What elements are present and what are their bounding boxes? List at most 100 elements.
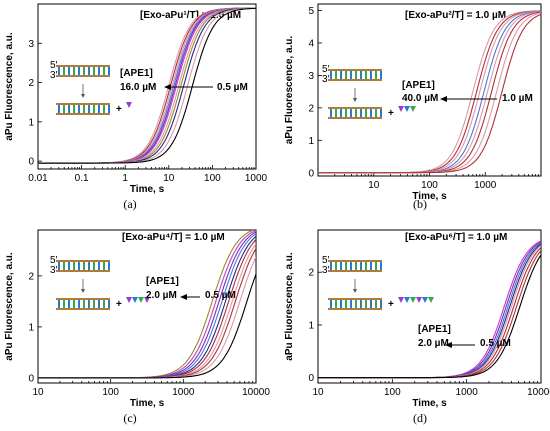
base-pair: [360, 71, 362, 79]
released-nucleotide-icon: [422, 297, 428, 303]
series-line: [318, 254, 541, 379]
annotation-high-value: 40.0 µM: [402, 93, 438, 104]
base-pair: [360, 300, 362, 308]
x-tick-label: 10: [368, 180, 380, 191]
annotation-high-value: 2.0 µM: [146, 290, 177, 301]
base-pair: [103, 300, 105, 308]
plus-sign: +: [116, 299, 122, 310]
base-pair: [103, 67, 105, 75]
base-pair: [330, 109, 332, 117]
base-pair: [370, 109, 372, 117]
base-pair: [335, 109, 337, 117]
base-pair: [365, 300, 367, 308]
base-pair: [103, 262, 105, 270]
annotation-arrowhead: [445, 342, 452, 348]
series-line: [318, 10, 541, 174]
base-pair: [58, 300, 60, 308]
base-pair: [98, 262, 100, 270]
released-nucleotide-icon: [138, 297, 144, 303]
base-pair: [63, 67, 65, 75]
released-nucleotide-icon: [404, 297, 410, 303]
chart-title: [Exo-aPu⁴/T] = 1.0 µM: [122, 232, 225, 243]
base-pair: [68, 67, 70, 75]
strand-end-label: 5′: [50, 60, 58, 71]
reaction-arrowhead: [81, 94, 85, 98]
reaction-arrowhead: [353, 289, 357, 293]
base-pair: [78, 300, 80, 308]
base-pair: [355, 109, 357, 117]
base-pair: [330, 71, 332, 79]
y-tick-label: 0: [308, 373, 314, 384]
released-nucleotide-icon: [410, 106, 416, 112]
base-pair: [375, 262, 377, 270]
base-pair: [88, 67, 90, 75]
x-tick-label: 1000: [245, 173, 268, 184]
plus-sign: +: [388, 108, 394, 119]
base-pair: [78, 105, 80, 113]
released-nucleotide-icon: [132, 297, 138, 303]
base-pair: [88, 105, 90, 113]
x-tick-label: 100: [384, 387, 401, 398]
series-line: [318, 10, 541, 174]
y-axis-label: aPu Fluorescence, a.u.: [4, 32, 15, 141]
plot-frame: [37, 3, 257, 170]
base-pair: [93, 67, 95, 75]
x-tick-label: 100: [102, 387, 119, 398]
x-tick-label: 10000: [527, 387, 550, 398]
base-pair: [58, 262, 60, 270]
base-pair: [355, 262, 357, 270]
x-tick-label: 10: [163, 173, 175, 184]
base-pair: [350, 71, 352, 79]
chart-panel-c: 10 100 1000 10000 0 1 2 Time, s aPu Fluorescence…: [4, 229, 270, 425]
base-pair: [98, 105, 100, 113]
base-pair: [370, 300, 372, 308]
released-nucleotide-icon: [428, 297, 434, 303]
annotation-low-value: 0.5 µM: [205, 290, 236, 301]
base-pair: [58, 67, 60, 75]
base-pair: [350, 109, 352, 117]
base-pair: [350, 300, 352, 308]
series-group: [318, 240, 541, 379]
base-pair: [380, 300, 382, 308]
base-pair: [63, 105, 65, 113]
base-pair: [340, 71, 342, 79]
dna-duplex-icon: 5′3′ +: [50, 255, 150, 310]
x-tick-label: 0.1: [75, 173, 89, 184]
released-nucleotide-icon: [398, 106, 404, 112]
base-pair: [73, 262, 75, 270]
x-tick-label: 1000: [474, 180, 497, 191]
strand-end-label: 5′: [50, 255, 58, 266]
base-pair: [78, 262, 80, 270]
strand-end-label: 3′: [50, 265, 58, 276]
base-pair: [370, 71, 372, 79]
base-pair: [88, 262, 90, 270]
annotation-label: [APE1]: [402, 80, 435, 91]
panel-label: (c): [123, 411, 136, 425]
x-axis-label: Time, s: [412, 398, 447, 409]
annotation-low-value: 0.5 µM: [217, 82, 248, 93]
released-nucleotide-icon: [126, 102, 132, 108]
y-tick-label: 2: [28, 271, 34, 282]
dna-duplex-icon: 5′3′ +: [322, 64, 416, 119]
y-tick-label: 1: [308, 136, 314, 147]
base-pair: [73, 67, 75, 75]
x-tick-label: 100: [421, 180, 438, 191]
chart-title: [Exo-aPu¹/T] = 1.0 µM: [140, 10, 241, 21]
base-pair: [335, 300, 337, 308]
base-pair: [345, 109, 347, 117]
series-line: [38, 243, 256, 379]
base-pair: [103, 105, 105, 113]
base-pair: [83, 105, 85, 113]
base-pair: [375, 109, 377, 117]
panel-label: (d): [413, 411, 427, 425]
x-tick-label: 1: [122, 173, 128, 184]
released-nucleotide-icon: [398, 297, 404, 303]
reaction-arrowhead: [81, 289, 85, 293]
dna-duplex-icon: 5′3′ +: [50, 60, 132, 115]
x-tick-label: 0.01: [28, 173, 48, 184]
series-line: [318, 13, 541, 174]
base-pair: [345, 71, 347, 79]
y-tick-label: 5: [308, 6, 314, 17]
y-axis-label: aPu Fluorescence, a.u.: [284, 252, 295, 361]
base-pair: [375, 71, 377, 79]
